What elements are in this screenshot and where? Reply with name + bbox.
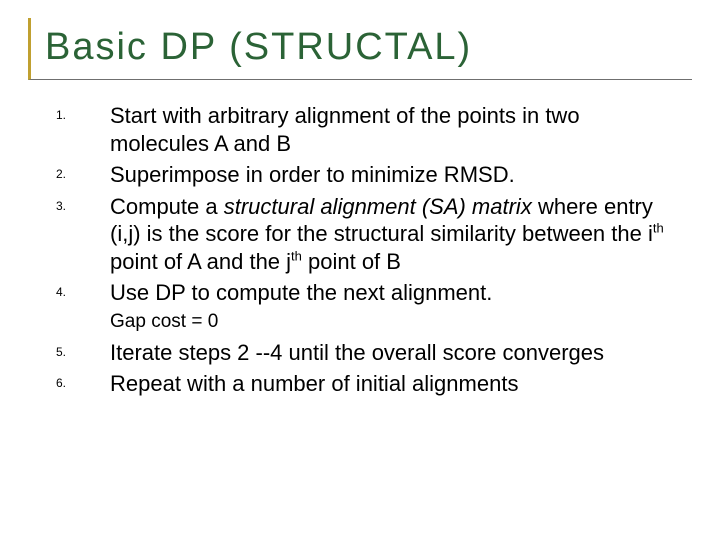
item-text: Use DP to compute the next alignment.: [110, 279, 680, 307]
item-text: Iterate steps 2 --4 until the overall sc…: [110, 339, 680, 367]
superscript: th: [291, 248, 302, 263]
text-italic: structural alignment (SA) matrix: [224, 194, 532, 219]
item-number: 1.: [56, 102, 110, 122]
item-text: Repeat with a number of initial alignmen…: [110, 370, 680, 398]
slide-title: Basic DP (STRUCTAL): [45, 26, 692, 69]
text-part: Compute a: [110, 194, 224, 219]
item-number: 3.: [56, 193, 110, 213]
item-text: Superimpose in order to minimize RMSD.: [110, 161, 680, 189]
item-number: 2.: [56, 161, 110, 181]
text-part: point of A and the j: [110, 249, 291, 274]
text-part: point of B: [302, 249, 401, 274]
slide: Basic DP (STRUCTAL) 1. Start with arbitr…: [0, 0, 720, 540]
list-item: 3. Compute a structural alignment (SA) m…: [56, 193, 680, 276]
title-container: Basic DP (STRUCTAL): [28, 18, 692, 80]
item-number: 6.: [56, 370, 110, 390]
list-item: 4. Use DP to compute the next alignment.: [56, 279, 680, 307]
item-number: 4.: [56, 279, 110, 299]
item-number: 5.: [56, 339, 110, 359]
item-text: Start with arbitrary alignment of the po…: [110, 102, 680, 157]
list-item: 2. Superimpose in order to minimize RMSD…: [56, 161, 680, 189]
content-area: 1. Start with arbitrary alignment of the…: [28, 102, 692, 398]
list-item: 1. Start with arbitrary alignment of the…: [56, 102, 680, 157]
gap-cost-note: Gap cost = 0: [110, 311, 680, 333]
list-item: 5. Iterate steps 2 --4 until the overall…: [56, 339, 680, 367]
list-item: 6. Repeat with a number of initial align…: [56, 370, 680, 398]
superscript: th: [653, 221, 664, 236]
item-text: Compute a structural alignment (SA) matr…: [110, 193, 680, 276]
